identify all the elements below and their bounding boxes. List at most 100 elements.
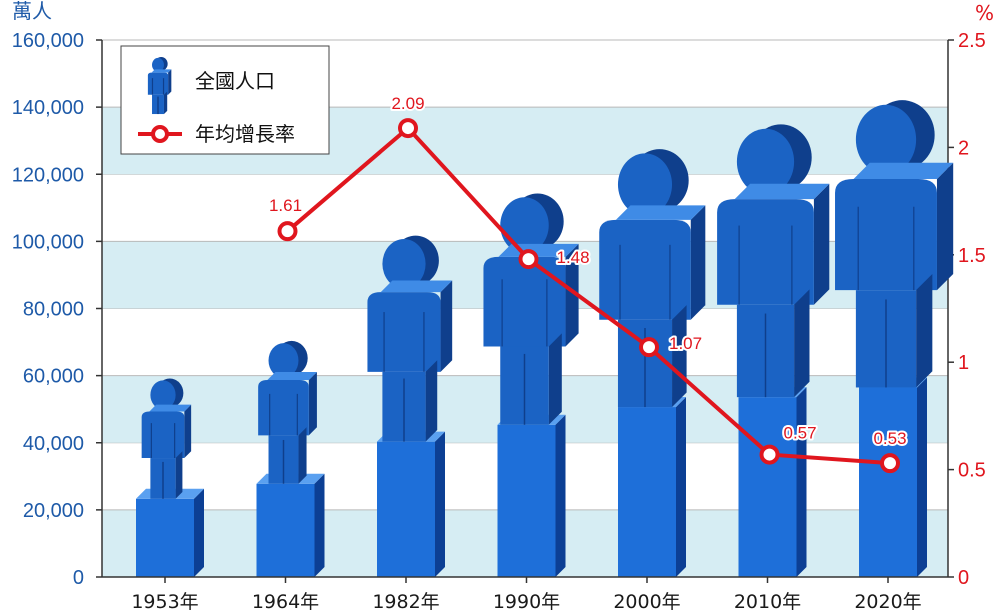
right-tick-label: 2.5 bbox=[958, 30, 986, 52]
figure-head bbox=[268, 343, 299, 378]
population-bar bbox=[859, 387, 917, 577]
figure-torso-side bbox=[308, 371, 317, 436]
right-tick-label: 0.5 bbox=[958, 460, 986, 482]
left-tick-label: 60,000 bbox=[23, 366, 84, 388]
population-bar-side bbox=[917, 377, 927, 577]
figure-torso-side bbox=[813, 183, 830, 305]
x-tick-label: 1990年 bbox=[493, 591, 560, 613]
figure-shoulder-top bbox=[151, 69, 172, 73]
right-axis: 0 0.5 1 1.5 2 2.5 bbox=[947, 30, 986, 589]
population-bar-side bbox=[435, 431, 445, 577]
growth-rate-label: 0.53 bbox=[873, 429, 906, 448]
population-bar-side bbox=[194, 488, 204, 577]
left-tick-label: 80,000 bbox=[23, 299, 84, 321]
legend-person-icon bbox=[147, 57, 172, 115]
figure-leg-side bbox=[425, 360, 438, 442]
growth-rate-label: 2.09 bbox=[391, 94, 424, 113]
left-axis-unit: 萬人 bbox=[12, 0, 52, 23]
left-tick-label: 160,000 bbox=[12, 30, 84, 52]
left-tick-label: 140,000 bbox=[12, 97, 84, 119]
figure-shoulder-top bbox=[734, 183, 830, 200]
legend-label-growth: 年均增長率 bbox=[195, 122, 295, 146]
right-tick-label: 1 bbox=[958, 352, 969, 374]
figure-head bbox=[617, 153, 673, 216]
left-tick-label: 100,000 bbox=[12, 231, 84, 253]
population-bar-column bbox=[483, 193, 579, 577]
figure-shoulder-top bbox=[267, 371, 317, 381]
population-bar-side bbox=[796, 387, 807, 577]
right-axis-unit: % bbox=[975, 1, 994, 25]
population-bar-column bbox=[835, 100, 954, 577]
population-bar-column bbox=[136, 378, 204, 577]
figure-head bbox=[152, 57, 164, 72]
figure-torso bbox=[483, 256, 566, 347]
figure-leg-side bbox=[175, 451, 183, 499]
figure-shoulder-top bbox=[853, 162, 954, 179]
growth-rate-point bbox=[398, 118, 418, 139]
left-tick-label: 0 bbox=[73, 567, 84, 589]
x-tick-label: 1982年 bbox=[372, 591, 439, 613]
figure-leg-side bbox=[672, 305, 687, 408]
person-figure-icon bbox=[367, 235, 453, 442]
figure-shoulder-top bbox=[380, 280, 453, 293]
figure-leg-side bbox=[548, 333, 562, 425]
figure-torso bbox=[599, 219, 691, 320]
growth-rate-polyline bbox=[286, 126, 891, 466]
x-tick-label: 2000年 bbox=[613, 591, 680, 613]
figure-leg-side bbox=[794, 289, 810, 398]
growth-rate-label: 1.07 bbox=[669, 334, 702, 353]
x-axis: 1953年 1964年 1982年 1990年 2000年 2010年 2020年 bbox=[102, 576, 948, 613]
population-bar-side bbox=[555, 414, 566, 577]
figure-leg-side bbox=[298, 427, 307, 484]
growth-rate-point bbox=[880, 453, 900, 474]
figure-torso bbox=[717, 199, 814, 305]
left-tick-label: 40,000 bbox=[23, 433, 84, 455]
figure-torso-side bbox=[168, 69, 172, 95]
person-figure-icon bbox=[141, 378, 192, 499]
growth-rate-label: 1.61 bbox=[269, 196, 302, 215]
legend: 全國人口 年均增長率 bbox=[120, 45, 330, 155]
x-tick-label: 2020年 bbox=[854, 591, 921, 613]
figure-head bbox=[382, 238, 426, 289]
right-tick-label: 0 bbox=[958, 567, 969, 589]
left-tick-label: 20,000 bbox=[23, 500, 84, 522]
figure-torso bbox=[367, 292, 441, 372]
person-figure-icon bbox=[483, 193, 579, 425]
population-bar-side bbox=[676, 397, 686, 577]
figure-torso-side bbox=[184, 404, 192, 459]
x-tick-label: 2010年 bbox=[734, 591, 801, 613]
legend-label-population: 全國人口 bbox=[195, 69, 275, 93]
legend-marker-icon bbox=[151, 125, 169, 143]
left-tick-label: 120,000 bbox=[12, 164, 84, 186]
person-figure-icon bbox=[258, 340, 317, 484]
growth-rate-point bbox=[277, 221, 298, 242]
figure-head bbox=[150, 380, 176, 410]
left-axis: 0 20,000 40,000 60,000 80,000 100,000 120,000 1… bbox=[12, 30, 103, 589]
population-bar-column bbox=[599, 149, 706, 577]
population-bar bbox=[618, 407, 676, 577]
person-figure-icon bbox=[717, 124, 830, 398]
growth-rate-label: 1.48 bbox=[557, 248, 590, 267]
figure-torso bbox=[835, 178, 937, 291]
population-bar bbox=[738, 397, 797, 577]
right-tick-label: 1.5 bbox=[958, 245, 986, 267]
population-bar-column bbox=[256, 340, 325, 577]
figure-head bbox=[855, 104, 917, 175]
x-tick-label: 1964年 bbox=[252, 591, 319, 613]
population-bar-column bbox=[717, 124, 830, 577]
growth-rate-point bbox=[759, 444, 780, 465]
population-bars bbox=[136, 100, 954, 577]
population-bar-side bbox=[314, 473, 325, 577]
population-bar bbox=[497, 424, 556, 577]
figure-torso bbox=[258, 380, 309, 436]
population-bar-column bbox=[367, 235, 453, 577]
person-figure-icon bbox=[835, 100, 954, 388]
figure-torso bbox=[141, 411, 185, 459]
population-bar bbox=[136, 498, 194, 577]
growth-rate-line: 1.61 2.09 1.48 1.07 0.57 0.53 bbox=[267, 92, 909, 474]
growth-rate-point bbox=[639, 337, 659, 358]
figure-torso bbox=[147, 72, 169, 95]
figure-head bbox=[736, 128, 795, 195]
figure-torso-side bbox=[936, 162, 954, 291]
